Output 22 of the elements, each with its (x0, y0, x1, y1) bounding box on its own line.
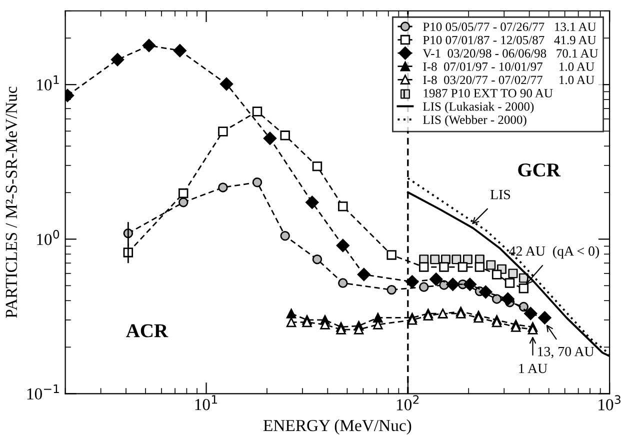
annotation: 1 AU (519, 364, 548, 374)
y-tick-label: 10$^{1}$ (37, 75, 59, 90)
annotation: 42 AU (qA < 0) (509, 246, 599, 259)
legend-label: P10 07/01/87 - 12/05/87 41.9 AU (423, 36, 596, 44)
legend-label: V-1 03/20/98 - 06/06/98 70.1 AU (422, 49, 598, 58)
annotation: LIS (490, 190, 510, 200)
x-axis-title: ENERGY (MeV/Nuc) (263, 419, 412, 435)
x-tick-label: 10$^{1}$ (195, 395, 218, 410)
x-tick-label: 10$^{2}$ (396, 395, 419, 410)
legend-label: I-8 03/20/77 - 07/02/77 1.0 AU (423, 76, 594, 84)
x-tick-label: 10$^{3}$ (598, 395, 620, 410)
annotation: GCR (518, 163, 561, 177)
annotation: ACR (126, 324, 168, 338)
y-tick-label: 10$^{0}$ (37, 230, 60, 246)
y-axis-title: PARTICLES / M²-S-SR-MeV/Nuc (6, 86, 18, 318)
legend-label: I-8 07/01/97 - 10/01/97 1.0 AU (423, 62, 594, 71)
legend-label: LIS (Lukasiak - 2000) (423, 102, 534, 114)
y-tick-label: 10$^{−1}$ (27, 384, 59, 400)
legend-label: LIS (Webber - 2000) (423, 115, 526, 127)
legend-label: P10 05/05/77 - 07/26/77 13.1 AU (423, 22, 596, 32)
annotation: 13, 70 AU (538, 346, 594, 358)
legend-label: 1987 P10 EXT TO 90 AU (424, 89, 553, 98)
